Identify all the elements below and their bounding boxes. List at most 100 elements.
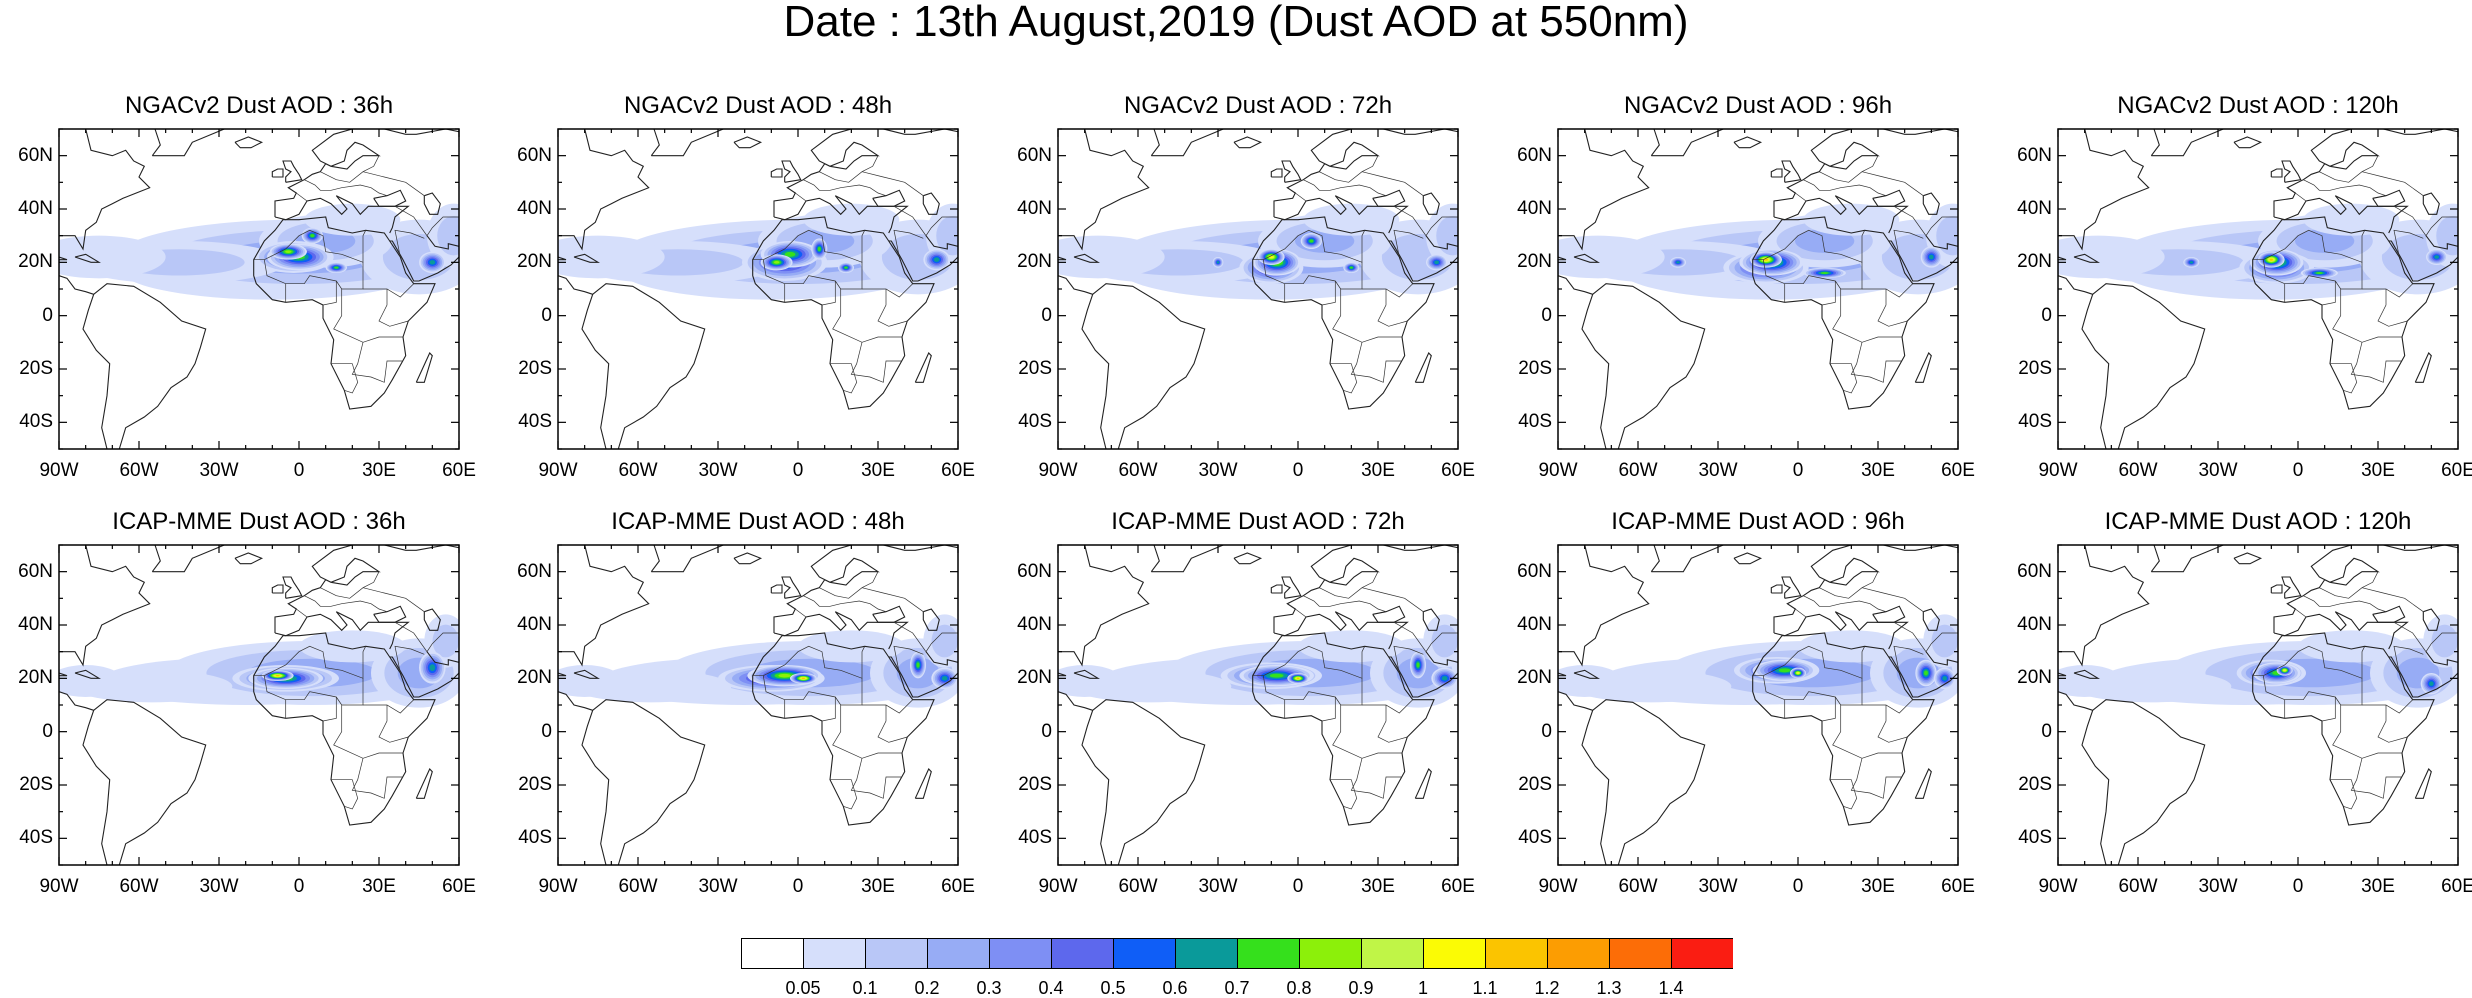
lon-tick-label: 90W — [2038, 460, 2078, 481]
colorbar-label: 1 — [1417, 978, 1428, 998]
colorbar-label: 1.1 — [1472, 978, 1498, 998]
country-borders — [2252, 155, 2458, 394]
coastlines — [2058, 545, 2458, 865]
lat-tick-label: 0 — [1041, 304, 1052, 326]
country-borders — [752, 571, 958, 810]
lon-tick-label: 60E — [1441, 876, 1475, 897]
lat-tick-label: 0 — [2041, 304, 2052, 326]
lat-tick-label: 20S — [1018, 774, 1052, 795]
lon-tick-label: 60E — [442, 460, 476, 481]
lon-tick-label: 60W — [618, 876, 658, 897]
colorbar-swatch — [1113, 938, 1176, 969]
lon-tick-label: 30E — [1861, 876, 1895, 897]
aod-field — [2058, 545, 2458, 865]
lat-tick-label: 40N — [18, 614, 53, 635]
colorbar-swatch — [1423, 938, 1486, 969]
coastlines — [1558, 545, 1958, 865]
axis-ticks — [557, 544, 959, 866]
lat-tick-label: 60N — [1017, 144, 1052, 166]
lat-tick-label: 0 — [1541, 304, 1552, 326]
country-borders — [752, 155, 958, 394]
axis-ticks — [1057, 128, 1459, 450]
dust-aod-map — [2057, 544, 2459, 866]
lat-tick-label: 60N — [1517, 144, 1552, 166]
lon-tick-label: 0 — [1292, 876, 1304, 897]
country-borders — [1252, 571, 1458, 810]
lat-tick-label: 40N — [2017, 614, 2052, 635]
colorbar-swatch — [1237, 938, 1300, 969]
lat-tick-label: 0 — [42, 720, 53, 742]
lon-tick-label: 30E — [2361, 876, 2395, 897]
aod-field — [1058, 545, 1458, 865]
lon-tick-label: 60W — [2118, 460, 2158, 481]
lat-tick-label: 20N — [18, 251, 53, 273]
lat-tick-label: 20N — [1517, 667, 1552, 689]
lon-tick-label: 30W — [2198, 876, 2238, 897]
country-borders — [1752, 155, 1958, 394]
lat-tick-label: 40S — [2018, 411, 2052, 433]
panel-title: NGACv2 Dust AOD : 120h — [2117, 92, 2399, 119]
panel-title: ICAP-MME Dust AOD : 48h — [611, 508, 905, 535]
lat-tick-label: 20N — [2017, 667, 2052, 689]
panel-title: ICAP-MME Dust AOD : 96h — [1611, 508, 1905, 535]
axis-ticks — [1557, 544, 1959, 866]
dust-aod-map — [557, 128, 959, 450]
colorbar-label: 0.4 — [1038, 978, 1064, 998]
lon-tick-label: 90W — [2038, 876, 2078, 897]
lat-tick-label: 60N — [18, 144, 53, 166]
lat-tick-label: 20N — [1517, 251, 1552, 273]
axis-ticks — [2057, 128, 2459, 450]
axis-ticks — [2057, 544, 2459, 866]
lat-tick-label: 20N — [517, 667, 552, 689]
colorbar-label: 0.9 — [1348, 978, 1374, 998]
colorbar-label: 0.1 — [852, 978, 878, 998]
panel-title: ICAP-MME Dust AOD : 36h — [112, 508, 406, 535]
country-borders — [2252, 571, 2458, 810]
lon-tick-label: 0 — [2292, 460, 2304, 481]
lat-tick-label: 0 — [541, 304, 552, 326]
lat-tick-label: 0 — [1041, 720, 1052, 742]
colorbar-swatch — [1609, 938, 1672, 969]
lon-tick-label: 60W — [119, 460, 159, 481]
lon-tick-label: 30E — [861, 460, 895, 481]
lon-tick-label: 0 — [293, 876, 305, 897]
colorbar-swatch — [1175, 938, 1238, 969]
lon-tick-label: 60W — [119, 876, 159, 897]
panel-title: ICAP-MME Dust AOD : 72h — [1111, 508, 1405, 535]
lon-tick-label: 30W — [698, 876, 738, 897]
dust-aod-map — [1557, 128, 1959, 450]
lon-tick-label: 60E — [1941, 876, 1975, 897]
lon-tick-label: 0 — [792, 460, 804, 481]
lon-tick-label: 60E — [2441, 876, 2472, 897]
lon-tick-label: 60W — [1618, 876, 1658, 897]
lon-tick-label: 30W — [698, 460, 738, 481]
lat-tick-label: 60N — [517, 560, 552, 582]
dust-aod-map — [1057, 128, 1459, 450]
lon-tick-label: 30E — [2361, 460, 2395, 481]
dust-aod-map — [557, 544, 959, 866]
lon-tick-label: 60E — [2441, 460, 2472, 481]
colorbar-swatch — [1547, 938, 1610, 969]
country-borders — [253, 571, 459, 810]
colorbar-swatch — [803, 938, 866, 969]
colorbar-label: 1.2 — [1534, 978, 1560, 998]
lon-tick-label: 90W — [39, 876, 79, 897]
axis-ticks — [557, 128, 959, 450]
panel-title: NGACv2 Dust AOD : 96h — [1623, 92, 1893, 119]
country-borders — [1252, 155, 1458, 394]
colorbar-label: 1.3 — [1596, 978, 1622, 998]
lat-tick-label: 40S — [1018, 411, 1052, 433]
lat-tick-label: 60N — [517, 144, 552, 166]
lat-tick-label: 60N — [2017, 144, 2052, 166]
lat-tick-label: 40N — [1517, 614, 1552, 635]
lon-tick-label: 30W — [199, 876, 239, 897]
lon-tick-label: 30E — [1861, 460, 1895, 481]
panel-title: NGACv2 Dust AOD : 72h — [1123, 92, 1393, 119]
lon-tick-label: 30E — [1361, 460, 1395, 481]
lat-tick-label: 40N — [1017, 614, 1052, 635]
lat-tick-label: 20N — [2017, 251, 2052, 273]
colorbar-swatch — [1671, 938, 1733, 969]
dust-aod-map — [1057, 544, 1459, 866]
lon-tick-label: 60W — [1118, 460, 1158, 481]
lon-tick-label: 60W — [2118, 876, 2158, 897]
